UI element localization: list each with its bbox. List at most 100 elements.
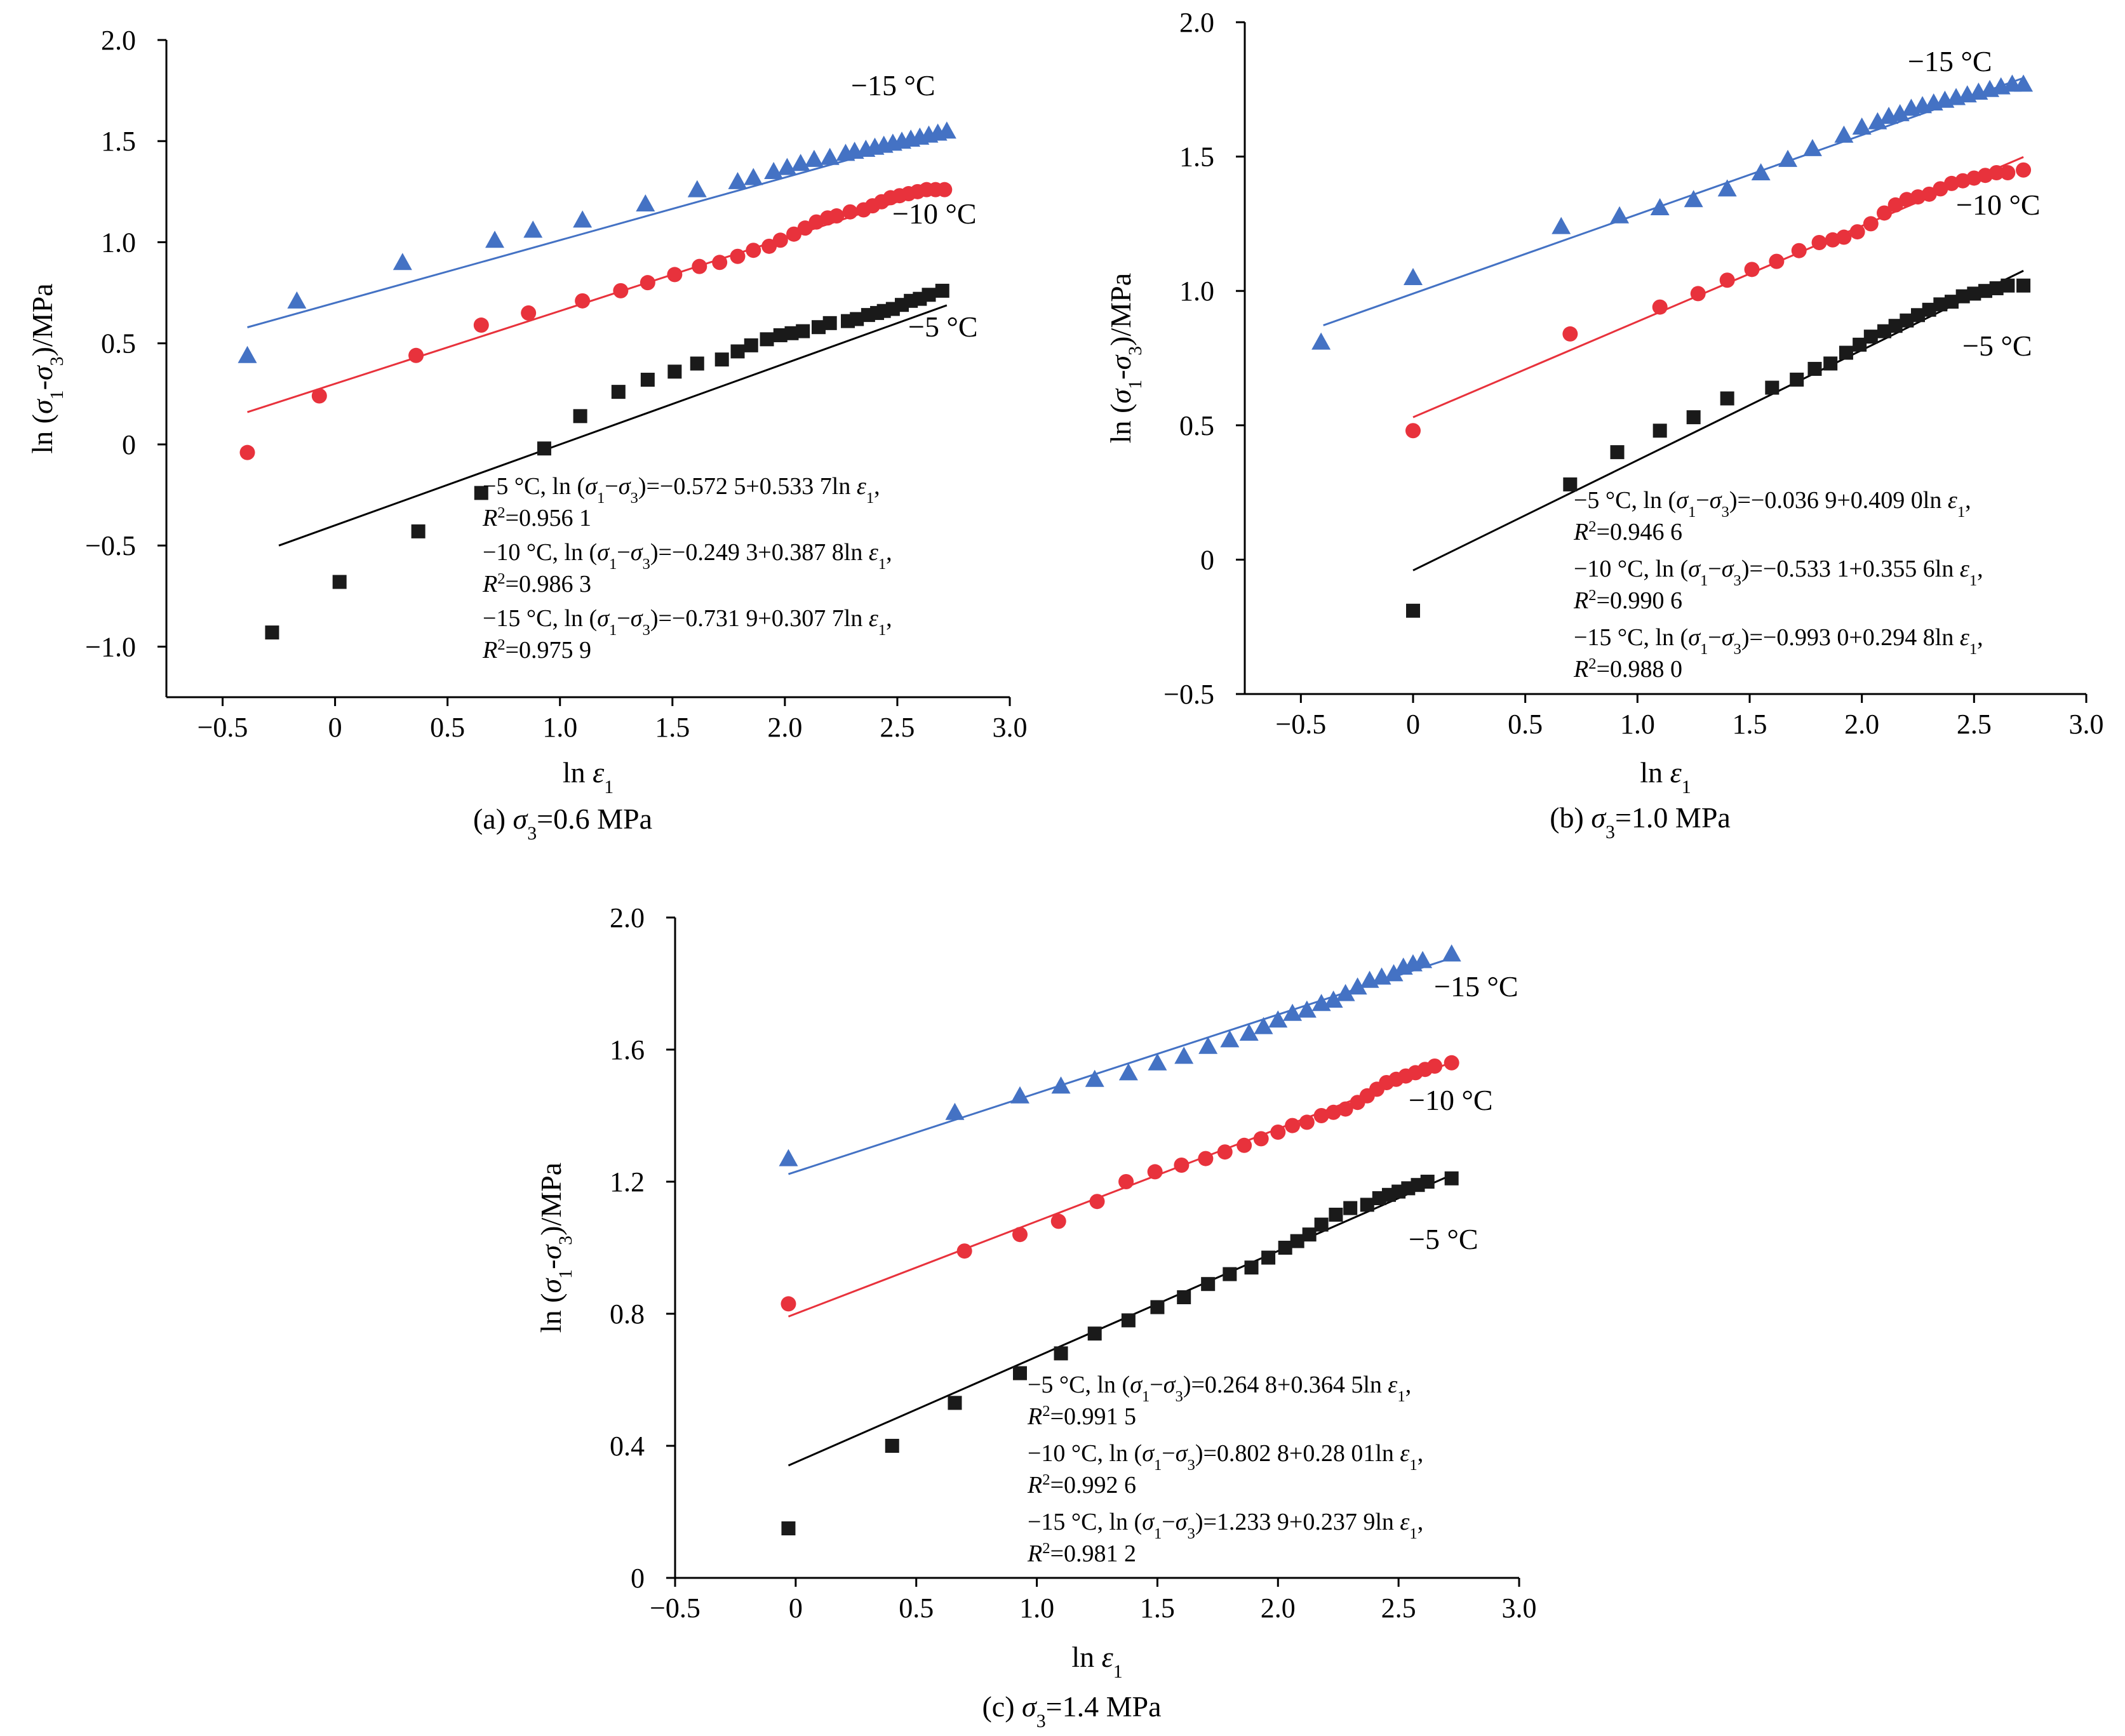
y-tick-label: 2.0 [101,25,136,56]
data-point-triangle [1268,1010,1288,1028]
y-tick-label: 1.5 [101,126,136,157]
series-square: −5 °C [265,283,978,640]
data-point-circle [1270,1125,1286,1140]
data-point-circle [1427,1058,1443,1074]
data-point-circle [1988,164,2004,180]
data-point-triangle [1684,190,1703,208]
data-point-circle [1791,243,1807,258]
x-tick-label: 1.5 [1140,1592,1175,1624]
data-point-triangle [573,210,593,228]
data-point-square [1900,313,1914,328]
y-tick-label: 1.5 [1179,142,1214,173]
x-tick-label: 2.5 [880,712,915,743]
data-point-square [796,324,810,338]
data-point-square [537,441,551,456]
data-point-triangle [1324,991,1343,1008]
data-point-triangle [1868,112,1887,130]
x-tick-label: −0.5 [650,1592,701,1624]
data-point-circle [239,444,255,460]
data-point-circle [730,248,746,264]
data-point-square [1177,1290,1191,1304]
series-triangle: −15 °C [238,69,956,363]
x-tick-label: 1.0 [542,712,577,743]
y-tick-label: 2.0 [1179,7,1214,38]
fit-r-squared: R2=0.990 6 [1573,587,1682,615]
data-point-square [1290,1234,1304,1248]
data-point-triangle [1384,964,1404,982]
data-point-square [1444,1171,1459,1185]
series-label: −15 °C [1434,970,1518,1003]
data-point-circle [1877,205,1892,221]
data-point-square [1360,1198,1374,1212]
data-point-square [1150,1300,1165,1314]
data-point-triangle [1834,125,1854,143]
fit-equation: −10 °C, ln (σ1−σ3)=0.802 8+0.28 01ln ε1, [1028,1440,1423,1474]
x-tick-label: 0.5 [1508,709,1543,740]
data-point-square [611,385,626,399]
x-tick-label: 0 [328,712,342,743]
data-point-square [690,356,704,371]
x-tick-label: 0.5 [430,712,465,743]
series-triangle: −15 °C [1311,45,2034,350]
data-point-circle [746,243,761,258]
x-axis-title: ln ε1 [1640,756,1691,798]
fit-r-squared: R2=0.986 3 [482,570,591,598]
data-point-square [1278,1241,1292,1255]
data-point-triangle [1085,1069,1104,1087]
data-point-circle [311,388,327,404]
x-tick-label: 2.0 [767,712,802,743]
data-point-square [1223,1267,1237,1281]
data-point-square [1329,1208,1343,1222]
data-point-triangle [1297,1000,1317,1018]
fit-r-squared: R2=0.988 0 [1573,655,1682,683]
data-point-circle [1285,1118,1301,1133]
x-tick-label: 3.0 [1502,1592,1537,1624]
y-tick-label: 2.0 [610,902,645,933]
data-point-triangle [1552,217,1571,234]
data-point-circle [786,226,802,242]
data-point-triangle [1404,268,1423,286]
y-tick-label: 0 [1200,544,1214,575]
data-point-triangle [1220,1030,1240,1048]
data-point-square [1012,1366,1027,1380]
data-point-triangle [820,147,840,165]
x-tick-label: 3.0 [2069,709,2104,740]
series-label: −15 °C [851,69,935,102]
data-point-circle [1237,1137,1252,1153]
y-tick-label: 0.8 [610,1299,645,1330]
data-point-square [1686,410,1701,425]
data-point-square [1933,297,1948,312]
data-point-triangle [1148,1053,1167,1071]
data-point-square [1978,284,1992,298]
data-point-circle [1253,1131,1269,1147]
y-axis-title: ln (σ1-σ3)/MPa [1104,273,1146,443]
data-point-square [265,625,279,640]
data-point-triangle [1852,117,1872,135]
series-square: −5 °C [1406,270,2032,618]
data-point-triangle [1010,1086,1029,1104]
x-tick-label: 3.0 [993,712,1028,743]
chart-panel-a: −0.5 0 0.5 1.0 1.5 2.0 2.5 3.0 −1.0 −0.5 0 0.5 1.0 1.… [26,25,1028,844]
data-point-circle [1174,1158,1190,1173]
data-point-square [1201,1277,1216,1292]
data-point-circle [575,293,591,309]
data-point-circle [797,220,813,236]
series-label: −5 °C [1962,330,2032,362]
data-point-triangle [1751,163,1771,180]
data-point-triangle [937,121,956,139]
data-point-square [1314,1217,1329,1232]
data-point-triangle [485,230,505,248]
data-point-triangle [779,1149,798,1166]
data-point-square [1911,308,1925,323]
data-point-square [1823,356,1838,371]
data-point-triangle [1051,1076,1071,1094]
data-point-circle [1863,216,1879,232]
data-point-square [1420,1175,1435,1189]
fit-equation: −5 °C, ln (σ1−σ3)=−0.572 5+0.533 7ln ε1, [483,473,880,507]
data-point-circle [1299,1114,1315,1130]
x-tick-label: 2.0 [1261,1592,1296,1624]
data-point-circle [761,238,777,254]
x-tick-label: 0.5 [899,1592,934,1624]
data-point-triangle [804,149,824,167]
data-point-square [744,338,758,352]
